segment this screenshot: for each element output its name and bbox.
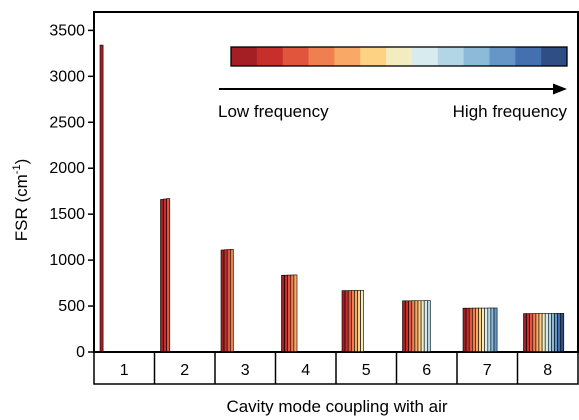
bar [223,249,228,353]
colorbar-swatch [489,47,516,66]
bar [360,290,365,353]
bar [99,44,104,353]
x-tick-label: 4 [301,362,310,379]
bar [408,300,413,353]
x-tick-label: 7 [483,362,492,379]
bar [468,307,473,353]
y-axis: 0 500 1000 1500 2000 2500 3000 3500 [49,22,94,361]
bar [493,307,498,353]
colorbar-swatch [334,47,361,66]
bar [341,290,346,353]
bar [481,307,486,353]
bar [414,300,419,353]
bar [471,307,476,353]
y-tick-label: 0 [76,344,85,361]
x-tick-label: 2 [180,362,189,379]
x-axis-title: Cavity mode coupling with air [226,397,447,416]
bar [402,300,406,353]
y-tick-label: 3500 [49,22,85,39]
bar [551,313,555,353]
bar [226,249,231,353]
bar [290,274,295,353]
y-axis-title-main: FSR (cm [12,174,31,241]
bar [220,249,225,353]
y-axis-title-superscript: -1 [11,164,23,174]
bar [423,300,428,353]
bar [347,290,352,353]
bar [465,307,470,353]
y-tick-label: 2500 [49,114,85,131]
bar [417,300,422,353]
bar [538,313,543,353]
colorbar-swatch [308,47,335,66]
x-tick-label: 1 [120,362,129,379]
colorbar-swatch [282,47,309,66]
colorbar-frame [230,46,568,67]
y-tick-label: 500 [58,298,85,315]
x-tick-label: 8 [543,362,552,379]
bar [420,300,425,353]
bar [532,313,537,353]
colorbar-swatch [411,47,439,66]
bar [357,290,361,353]
bar [350,290,355,353]
bars [99,44,565,353]
colorbar-swatch [386,47,413,66]
bar [544,313,549,353]
x-tick-label: 3 [241,362,250,379]
bar [230,249,234,353]
legend-high-label: High frequency [453,102,568,121]
x-axis: 1 2 3 4 5 6 7 8 [93,351,579,385]
bar [490,307,495,353]
bar [426,300,431,353]
colorbar-swatch [541,47,568,66]
bar [529,313,534,353]
colorbar-swatch [463,47,490,66]
bar [535,313,540,353]
frequency-arrow-head [553,83,567,95]
colorbar-legend [219,46,568,95]
bar [462,307,467,353]
bar [160,199,164,353]
colorbar-swatch [437,47,464,66]
legend-low-label: Low frequency [218,102,329,121]
y-tick-label: 1000 [49,252,85,269]
bar [281,274,285,353]
bar [354,290,358,353]
bar [557,313,561,353]
bar [284,274,289,353]
bar [487,307,492,353]
y-axis-title-close: ) [12,159,31,165]
colorbar-swatch [231,47,258,66]
bar [405,300,410,353]
bar [344,290,349,353]
y-tick-label: 3000 [49,68,85,85]
bar [484,307,489,353]
bar [163,198,168,353]
bar [523,313,527,353]
y-axis-title: FSR (cm-1) [11,159,31,242]
bar [475,307,479,353]
bar [541,313,546,353]
bar [560,313,565,353]
x-tick-label: 5 [362,362,371,379]
colorbar-swatch [515,47,542,66]
bar [526,313,530,353]
bar [287,274,292,353]
bar [478,307,482,353]
colorbar-swatch [256,47,283,66]
y-tick-label: 2000 [49,160,85,177]
x-tick-label: 6 [422,362,431,379]
bar [547,313,552,353]
colorbar-swatch [360,47,387,66]
bar [554,313,558,353]
y-tick-label: 1500 [49,206,85,223]
bar [411,300,416,353]
bar [166,198,171,353]
bar [293,274,298,353]
